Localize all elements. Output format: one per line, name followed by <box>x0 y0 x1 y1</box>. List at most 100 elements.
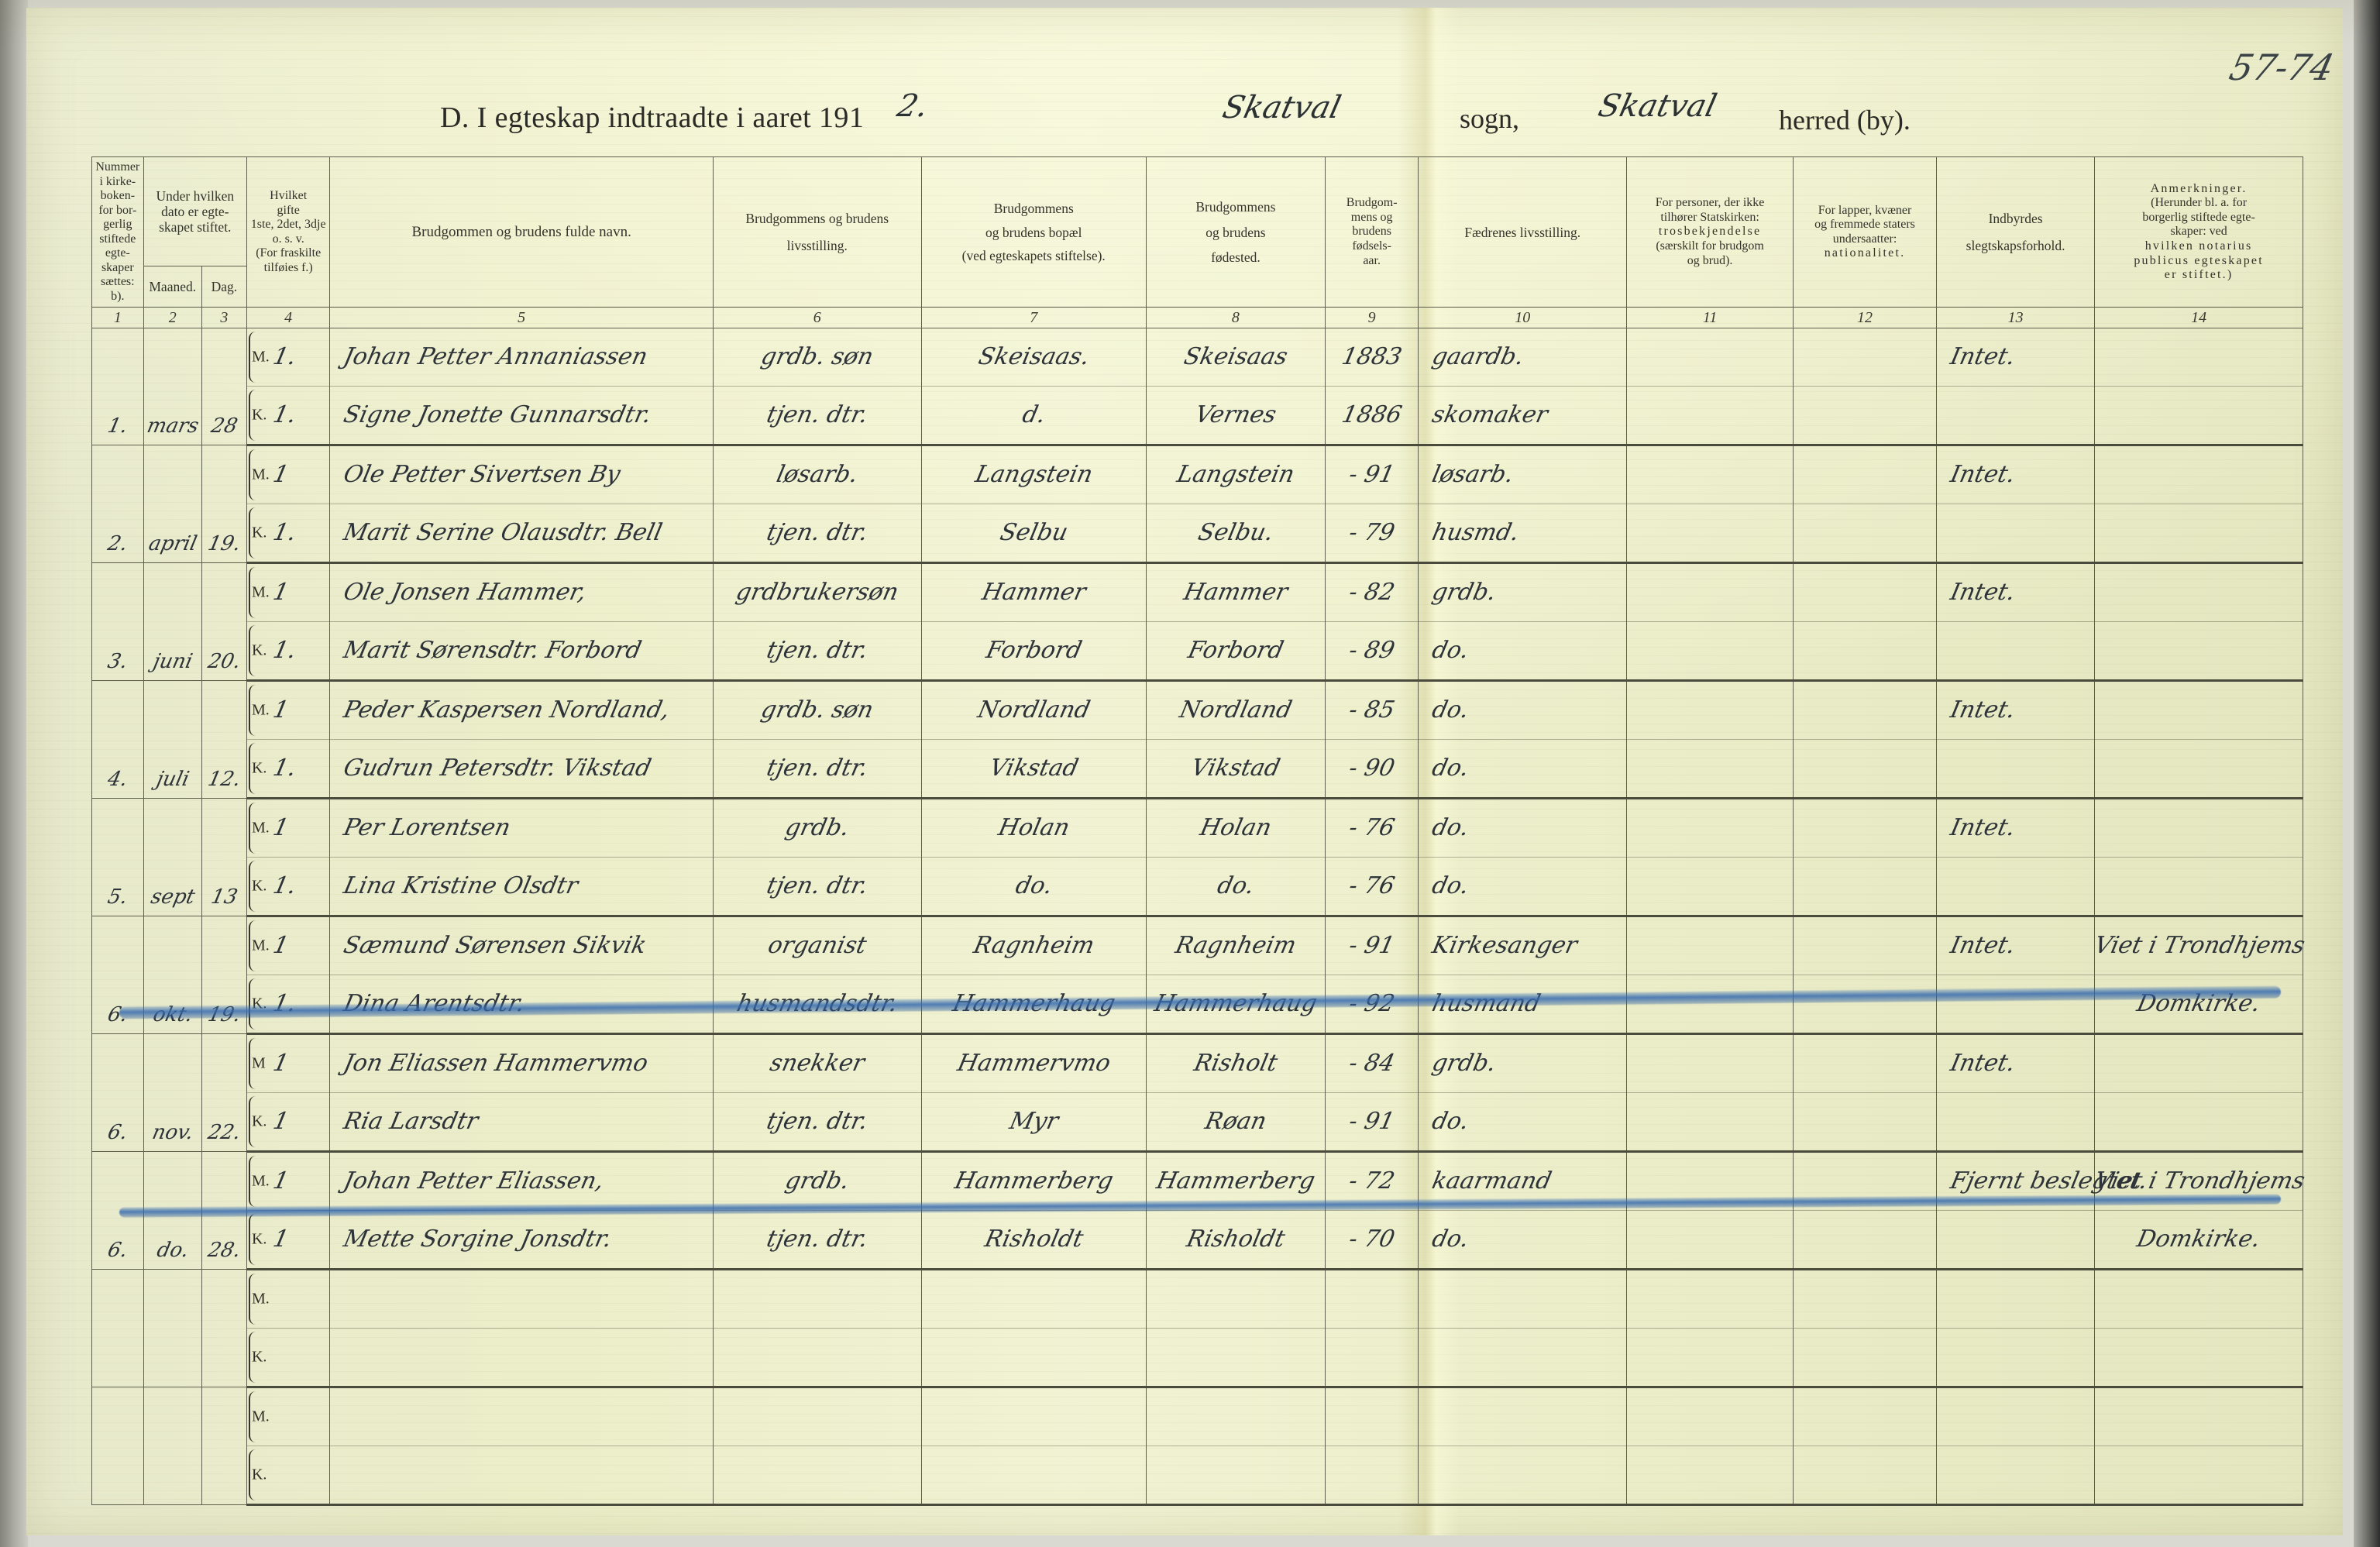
entry-number-value: 1. <box>105 414 130 438</box>
slegtskapsforhold <box>1935 1387 2096 1447</box>
nationalitet <box>1793 916 1937 976</box>
fodested: Selbu. <box>1145 504 1326 565</box>
livsstilling: tjen. dtr. <box>712 504 922 565</box>
livsstilling: grdb. søn <box>712 680 922 741</box>
table-row: K. 1. Gudrun Petersdtr. Vikstad tjen. dtr. V… <box>92 739 2303 800</box>
sex-marker: M. <box>251 701 270 719</box>
table-row: 4. juli 12. M. 1 Peder Kaspersen Nordland, grd… <box>91 680 2303 799</box>
fulde-navn: Peder Kaspersen Nordland, <box>329 680 714 741</box>
register-sheet: D. I egteskap indtraadte i aaret 191 2. … <box>26 8 2343 1535</box>
faedrenes-livsstilling: do. <box>1418 857 1628 918</box>
entry-number-value: 5. <box>105 885 130 909</box>
fodested-value: Forbord <box>1185 637 1286 665</box>
mk-brace <box>248 1214 261 1266</box>
nationalitet <box>1793 1328 1937 1389</box>
faedrenes-livsstilling <box>1418 1328 1628 1389</box>
hvilket-gifte: M. 1 <box>246 562 331 623</box>
slegtskapsforhold <box>1935 1328 2096 1389</box>
fulde-navn: Johan Petter Eliassen, <box>329 1151 714 1212</box>
mk-brace <box>248 449 261 501</box>
fodselsaar-value: 1883 <box>1339 343 1405 371</box>
nationalitet <box>1793 739 1937 800</box>
fodested-value: Ragnheim <box>1172 932 1299 960</box>
anmerkninger: Viet i Trondhjems <box>2092 916 2307 976</box>
livsstilling: grdb. søn <box>712 328 922 387</box>
hvilket-gifte-value: 1. <box>270 637 299 665</box>
anmerkninger <box>2094 1269 2303 1329</box>
bopael-value: Holan <box>995 814 1072 842</box>
bopael-value: do. <box>1013 872 1055 900</box>
slegtskapsforhold: Intet. <box>1935 328 2096 387</box>
slegtskapsforhold-value: Fjernt beslegtet. <box>1948 1167 2151 1195</box>
fodested: Vernes <box>1145 386 1326 447</box>
anmerkninger <box>2094 504 2303 565</box>
entry-number <box>91 1387 144 1506</box>
month <box>143 1387 202 1506</box>
hvilket-gifte-value: 1 <box>270 461 291 489</box>
faedrenes-livsstilling: kaarmand <box>1418 1151 1628 1212</box>
fodested-value: Hammerberg <box>1154 1167 1318 1195</box>
fodselsaar: - 90 <box>1324 739 1419 800</box>
hvilket-gifte: K. 1. <box>246 857 331 918</box>
fodested-value: Vernes <box>1192 401 1279 429</box>
bopael: Hammerhaug <box>920 975 1147 1036</box>
mk-brace <box>248 803 261 854</box>
entry-number-value: 4. <box>105 767 130 791</box>
faedrenes-livsstilling: do. <box>1418 798 1628 858</box>
sex-marker: M. <box>251 1290 270 1308</box>
sex-marker: M <box>251 1054 266 1072</box>
sex-marker: K. <box>251 877 267 895</box>
fodested-value: Langstein <box>1174 461 1297 489</box>
slegtskapsforhold <box>1935 1446 2096 1507</box>
day: 20. <box>201 562 247 682</box>
anmerkninger-value: Domkirke. <box>2134 990 2263 1018</box>
archive-reference-number: 57-74 <box>2225 46 2338 88</box>
table-row: K. 1. Marit Sørensdtr. Forbord tjen. dtr. Fo… <box>92 621 2303 682</box>
entry-number: 5. <box>91 798 144 917</box>
trosbekjendelse <box>1626 504 1794 565</box>
hvilket-gifte-value: 1 <box>270 1050 291 1078</box>
bopael: Vikstad <box>920 739 1147 800</box>
slegtskapsforhold <box>1935 621 2096 682</box>
livsstilling-value: snekker <box>767 1050 867 1078</box>
fulde-navn-value: Marit Sørensdtr. Forbord <box>341 637 645 665</box>
herred-name-handwritten: Skatval <box>1594 88 1721 124</box>
faedrenes-livsstilling: gaardb. <box>1418 328 1628 387</box>
hvilket-gifte: K. 1. <box>246 504 331 565</box>
entry-number: 4. <box>91 680 144 799</box>
entry-number-value: 3. <box>105 649 130 673</box>
anmerkninger <box>2094 1387 2303 1447</box>
nationalitet <box>1793 504 1937 565</box>
day-value: 19. <box>205 531 243 555</box>
entry-number: 6. <box>91 1033 144 1153</box>
fodselsaar-value: - 79 <box>1346 519 1398 547</box>
fodselsaar: - 91 <box>1324 445 1419 505</box>
fodselsaar-value: - 72 <box>1346 1167 1398 1195</box>
mk-brace <box>248 1156 261 1208</box>
hvilket-gifte: K. 1 <box>246 1210 331 1271</box>
anmerkninger: Domkirke. <box>2094 975 2303 1036</box>
colnum-11: 11 <box>1626 307 1794 329</box>
livsstilling: løsarb. <box>712 445 922 505</box>
sex-marker: M. <box>251 1408 270 1425</box>
sogn-name-handwritten: Skatval <box>1219 90 1345 125</box>
month: april <box>143 445 202 564</box>
faedrenes-livsstilling <box>1418 1269 1628 1329</box>
col-header-fodselsaar: Brudgom- mens og brudens fødsels- aar. <box>1324 156 1419 308</box>
fodselsaar <box>1324 1269 1419 1329</box>
livsstilling: tjen. dtr. <box>712 386 922 447</box>
entry-number: 1. <box>91 328 144 446</box>
nationalitet <box>1793 386 1937 447</box>
fulde-navn-value: Jon Eliassen Hammervmo <box>341 1050 651 1078</box>
nationalitet <box>1793 798 1937 858</box>
fodselsaar-value: - 82 <box>1346 579 1398 607</box>
col-header-livsstilling: Brudgommens og brudens livsstilling. <box>712 156 922 308</box>
slegtskapsforhold <box>1935 1269 2096 1329</box>
anmerkninger <box>2094 1446 2303 1507</box>
fodselsaar: - 76 <box>1324 798 1419 858</box>
faedrenes-livsstilling-value: husmd. <box>1429 519 1522 547</box>
col-header-trosbekjendelse: For personer, der ikke tilhører Statskir… <box>1626 156 1794 308</box>
fulde-navn-value: Gudrun Petersdtr. Vikstad <box>341 755 655 782</box>
trosbekjendelse <box>1626 1210 1794 1271</box>
faedrenes-livsstilling: skomaker <box>1418 386 1628 447</box>
